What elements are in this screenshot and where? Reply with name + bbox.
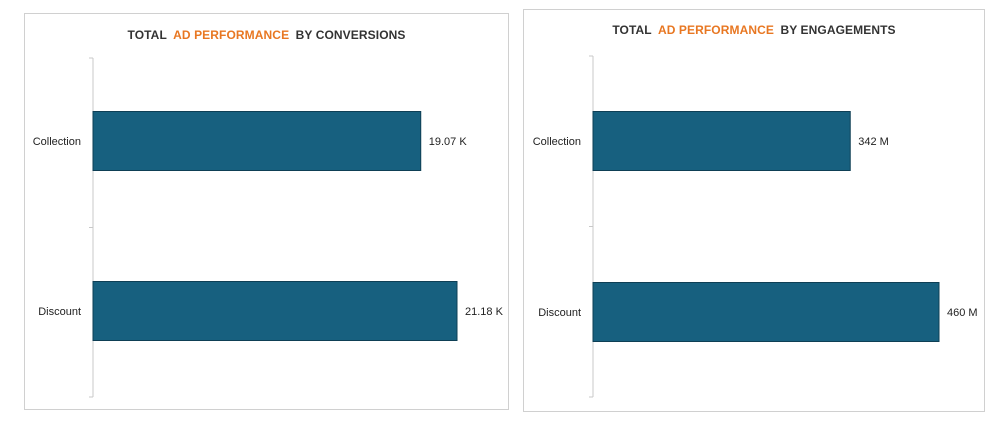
category-tick-label: Collection [533,136,581,148]
chart-title-suffix: BY ENGAGEMENTS [780,23,896,37]
data-label: 460 M [947,307,978,319]
category-tick-label: Discount [38,306,81,318]
conversions-bar-chart: Collection 19.07 K Discount 21.18 K [33,57,504,398]
chart-title: TOTAL AD PERFORMANCE BY ENGAGEMENTS [524,23,984,37]
chart-title-suffix: BY CONVERSIONS [295,28,406,42]
chart-title: TOTAL AD PERFORMANCE BY CONVERSIONS [25,28,508,42]
data-label: 21.18 K [465,306,504,318]
bar [592,111,851,171]
conversions-chart-panel: TOTAL AD PERFORMANCE BY CONVERSIONS Coll… [24,13,509,410]
chart-title-accent: AD PERFORMANCE [173,28,290,42]
data-label: 19.07 K [429,136,468,148]
chart-title-prefix: TOTAL [612,23,652,37]
bar [92,111,422,171]
engagements-chart-panel: TOTAL AD PERFORMANCE BY ENGAGEMENTS Coll… [523,9,985,412]
chart-title-prefix: TOTAL [127,28,167,42]
category-tick-label: Discount [538,307,581,319]
category-tick-label: Collection [33,136,81,148]
data-label: 342 M [858,136,889,148]
engagements-bar-chart: Collection 342 M Discount 460 M [533,55,978,398]
bar [92,281,458,341]
bar [592,282,940,342]
chart-title-accent: AD PERFORMANCE [657,23,775,37]
